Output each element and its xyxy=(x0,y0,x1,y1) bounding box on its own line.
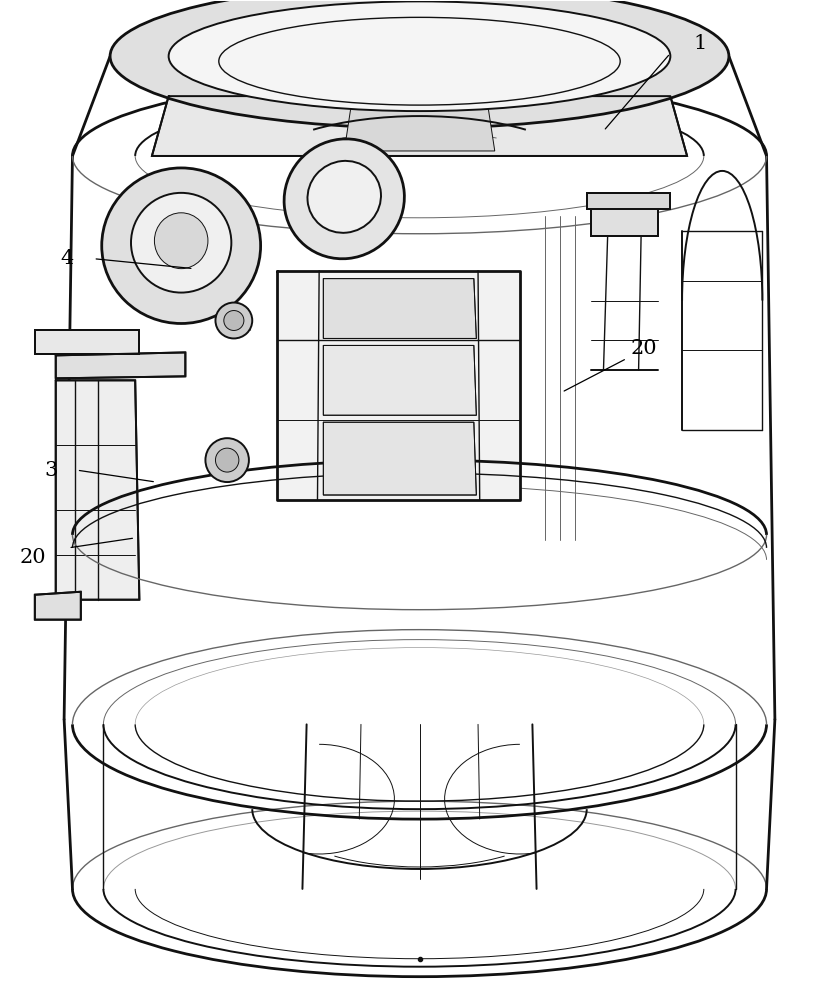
Polygon shape xyxy=(35,330,139,354)
Ellipse shape xyxy=(216,448,239,472)
Text: 4: 4 xyxy=(60,249,73,268)
Polygon shape xyxy=(323,345,477,415)
Polygon shape xyxy=(344,96,495,151)
Text: 1: 1 xyxy=(693,34,706,53)
Ellipse shape xyxy=(169,1,670,111)
Ellipse shape xyxy=(154,213,208,269)
Ellipse shape xyxy=(102,168,261,323)
Polygon shape xyxy=(323,422,477,495)
Polygon shape xyxy=(55,352,185,378)
Text: 20: 20 xyxy=(630,339,657,358)
Text: 20: 20 xyxy=(20,548,46,567)
Ellipse shape xyxy=(206,438,249,482)
Ellipse shape xyxy=(224,311,244,330)
Polygon shape xyxy=(591,206,658,236)
Ellipse shape xyxy=(307,161,381,233)
Polygon shape xyxy=(323,279,477,338)
Ellipse shape xyxy=(216,303,253,338)
Text: 3: 3 xyxy=(44,461,58,480)
Polygon shape xyxy=(35,592,81,620)
Polygon shape xyxy=(586,193,670,209)
Polygon shape xyxy=(152,96,687,156)
Polygon shape xyxy=(55,380,139,600)
Ellipse shape xyxy=(284,139,404,259)
Polygon shape xyxy=(278,271,520,500)
Ellipse shape xyxy=(110,0,729,128)
Ellipse shape xyxy=(131,193,232,293)
